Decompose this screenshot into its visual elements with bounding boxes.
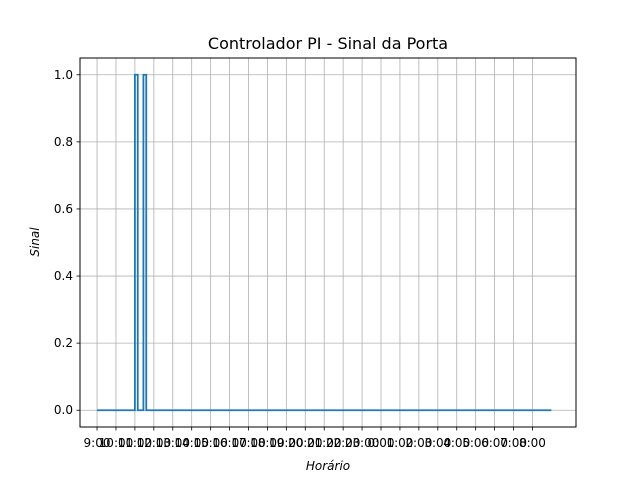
x-axis-label: Horário [306, 459, 350, 473]
x-tick-label: 16:00 [212, 436, 247, 450]
y-tick-label: 0.6 [54, 202, 73, 216]
plot-frame [79, 57, 577, 428]
series-line [97, 73, 552, 412]
x-tick-label: 22:00 [326, 436, 361, 450]
x-tick-label: 8:00 [519, 436, 546, 450]
x-tick-label: 10:00 [99, 436, 134, 450]
x-tick-label: 18:00 [250, 436, 285, 450]
x-tick-label: 13:00 [155, 436, 190, 450]
y-tick-label: 0.4 [54, 269, 73, 283]
x-ticks: 9:0010:0011:0012:0013:0014:0015:0016:001… [84, 427, 546, 450]
x-tick-label: 4:00 [443, 436, 470, 450]
x-tick-label: 11:00 [118, 436, 153, 450]
x-tick-label: 9:00 [84, 436, 111, 450]
y-tick-label: 1.0 [54, 68, 73, 82]
x-tick-label: 17:00 [231, 436, 266, 450]
x-tick-label: 6:00 [481, 436, 508, 450]
x-tick-label: 7:00 [500, 436, 527, 450]
y-tick-label: 0.2 [54, 336, 73, 350]
x-tick-label: 0:00 [368, 436, 395, 450]
y-tick-label: 0.8 [54, 135, 73, 149]
x-tick-label: 15:00 [193, 436, 228, 450]
chart-title: Controlador PI - Sinal da Porta [208, 34, 448, 53]
x-tick-label: 19:00 [269, 436, 304, 450]
x-tick-label: 14:00 [174, 436, 209, 450]
y-tick-label: 0.0 [54, 403, 73, 417]
y-axis-label: Sinal [28, 227, 42, 257]
x-tick-label: 23:00 [345, 436, 380, 450]
x-tick-label: 3:00 [424, 436, 451, 450]
series-layer [97, 73, 552, 412]
x-tick-label: 1:00 [386, 436, 413, 450]
y-ticks: 0.0 0.2 0.4 0.6 0.8 1.0 [54, 68, 80, 417]
x-tick-label: 21:00 [307, 436, 342, 450]
x-tick-label: 20:00 [288, 436, 323, 450]
x-tick-label: 2:00 [405, 436, 432, 450]
x-tick-label: 5:00 [462, 436, 489, 450]
x-tick-label: 12:00 [137, 436, 172, 450]
